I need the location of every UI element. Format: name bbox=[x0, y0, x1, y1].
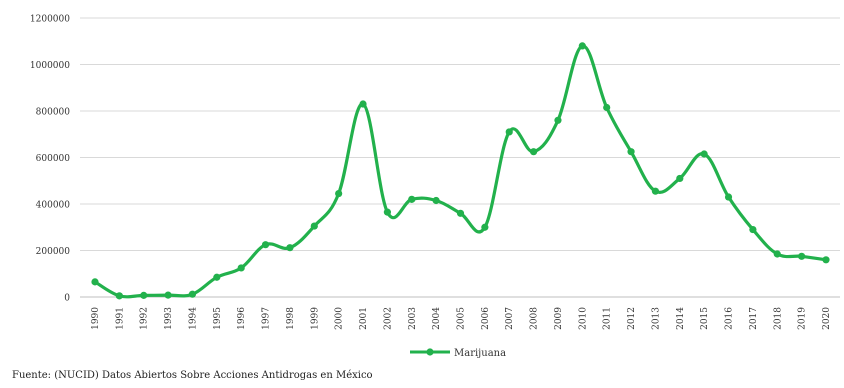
data-point-2012 bbox=[627, 148, 635, 156]
x-tick-label: 1993 bbox=[164, 307, 174, 330]
data-point-2011 bbox=[603, 103, 611, 112]
data-point-1993 bbox=[164, 291, 172, 299]
x-tick-label: 2008 bbox=[530, 307, 540, 330]
data-point-2015 bbox=[700, 150, 708, 158]
x-tick-label: 2003 bbox=[408, 307, 418, 330]
y-tick-label: 800000 bbox=[36, 108, 71, 118]
data-point-2003 bbox=[408, 195, 416, 203]
x-tick-label: 2020 bbox=[822, 307, 832, 330]
x-tick-label: 2006 bbox=[481, 307, 491, 330]
x-tick-label: 2010 bbox=[578, 307, 588, 330]
data-point-1998 bbox=[286, 244, 294, 252]
x-tick-label: 2018 bbox=[773, 307, 783, 330]
y-tick-label: 600000 bbox=[36, 154, 71, 164]
data-point-2001 bbox=[359, 100, 367, 108]
x-tick-label: 2004 bbox=[432, 307, 442, 330]
x-tick-label: 2005 bbox=[457, 307, 467, 330]
x-tick-label: 2019 bbox=[798, 307, 808, 330]
y-tick-label: 1000000 bbox=[30, 61, 70, 71]
legend-label: Marijuana bbox=[454, 348, 506, 359]
x-tick-label: 2000 bbox=[335, 307, 345, 330]
x-tick-label: 1990 bbox=[91, 307, 101, 330]
data-point-2010 bbox=[578, 42, 586, 50]
gridlines bbox=[80, 17, 840, 251]
data-point-2005 bbox=[456, 209, 465, 217]
data-point-1996 bbox=[237, 264, 245, 272]
data-point-1991 bbox=[115, 292, 123, 300]
data-point-1997 bbox=[261, 241, 270, 249]
source-note: Fuente: (NUCID) Datos Abiertos Sobre Acc… bbox=[12, 370, 373, 381]
y-axis-ticks: 0 200000 400000 600000 800000 1000000 1200000 bbox=[30, 15, 70, 304]
data-point-1990 bbox=[91, 278, 99, 286]
data-point-2017 bbox=[749, 225, 757, 234]
data-point-2014 bbox=[676, 174, 684, 183]
x-tick-label: 2017 bbox=[749, 307, 759, 330]
data-point-2009 bbox=[554, 116, 562, 124]
data-point-1994 bbox=[188, 290, 197, 298]
data-point-2008 bbox=[530, 148, 538, 156]
x-tick-label: 1991 bbox=[115, 307, 125, 330]
legend: Marijuana bbox=[410, 348, 506, 359]
series-line-marijuana bbox=[93, 44, 828, 299]
data-point-2018 bbox=[773, 250, 781, 258]
data-point-2006 bbox=[481, 223, 489, 231]
x-tick-label: 1998 bbox=[286, 307, 296, 330]
data-point-2020 bbox=[822, 256, 830, 264]
data-point-2013 bbox=[651, 187, 660, 195]
data-point-2002 bbox=[383, 208, 391, 216]
data-point-1995 bbox=[213, 273, 221, 281]
x-tick-label: 2007 bbox=[505, 307, 515, 330]
x-tick-label: 2012 bbox=[627, 307, 637, 330]
data-point-2016 bbox=[724, 193, 733, 201]
x-axis-ticks: 1990 1991 1992 1993 1994 1995 1996 1997 1998 1999… bbox=[91, 307, 832, 330]
x-tick-label: 1992 bbox=[140, 307, 150, 330]
x-tick-label: 1994 bbox=[188, 307, 198, 330]
x-tick-label: 2015 bbox=[700, 307, 710, 330]
y-tick-label: 200000 bbox=[36, 247, 71, 257]
y-tick-label: 1200000 bbox=[30, 15, 70, 25]
data-point-2000 bbox=[335, 189, 343, 198]
x-tick-label: 2009 bbox=[554, 307, 564, 330]
data-point-1999 bbox=[310, 222, 318, 230]
x-tick-label: 1995 bbox=[213, 307, 223, 330]
data-point-2004 bbox=[432, 196, 440, 205]
y-tick-label: 400000 bbox=[36, 201, 71, 211]
data-point-2019 bbox=[798, 252, 806, 260]
series-points bbox=[91, 42, 830, 300]
x-tick-label: 1997 bbox=[262, 307, 272, 330]
x-tick-label: 2011 bbox=[603, 307, 613, 330]
x-tick-label: 2002 bbox=[383, 307, 393, 330]
data-point-2007 bbox=[505, 128, 513, 136]
x-tick-label: 2016 bbox=[725, 307, 735, 330]
legend-marker bbox=[426, 348, 434, 356]
y-tick-label: 0 bbox=[64, 294, 70, 304]
x-tick-label: 2013 bbox=[651, 307, 661, 330]
x-tick-label: 1999 bbox=[310, 307, 320, 330]
x-tick-label: 1996 bbox=[237, 307, 247, 330]
x-tick-label: 2001 bbox=[359, 307, 369, 330]
data-point-1992 bbox=[140, 291, 148, 299]
x-tick-label: 2014 bbox=[676, 307, 686, 330]
